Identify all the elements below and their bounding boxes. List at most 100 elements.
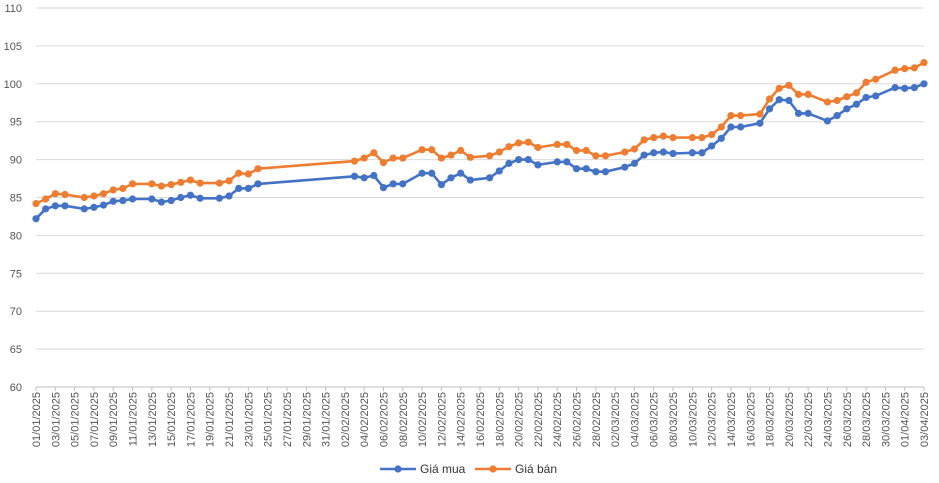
y-tick-label: 100 — [4, 79, 22, 91]
data-point — [524, 138, 532, 146]
y-tick-label: 90 — [10, 155, 22, 167]
data-point — [659, 132, 667, 140]
data-point — [688, 149, 696, 157]
data-point — [51, 202, 59, 210]
data-point — [42, 195, 50, 203]
data-point — [708, 130, 716, 139]
data-point — [601, 168, 610, 176]
data-point — [843, 93, 851, 101]
legend-label: Giá mua — [420, 462, 466, 476]
data-point — [572, 165, 581, 173]
data-point — [524, 156, 532, 164]
data-point — [80, 193, 88, 202]
data-point — [717, 123, 725, 131]
y-tick-label: 85 — [10, 193, 22, 205]
x-tick-label: 16/03/2025 — [745, 392, 757, 447]
legend-label: Giá bán — [515, 462, 557, 476]
x-tick-label: 22/03/2025 — [803, 392, 815, 447]
data-point — [563, 140, 571, 149]
x-tick-label: 07/01/2025 — [89, 392, 101, 447]
data-point — [61, 190, 69, 199]
y-tick-label: 105 — [4, 41, 22, 53]
x-tick-label: 03/01/2025 — [50, 392, 62, 447]
data-point — [360, 154, 368, 162]
x-tick-label: 27/01/2025 — [282, 392, 294, 447]
x-tick-label: 20/03/2025 — [784, 392, 796, 447]
data-point — [794, 90, 803, 99]
x-tick-label: 10/03/2025 — [687, 392, 699, 447]
data-point — [148, 180, 156, 188]
data-point — [901, 65, 909, 73]
x-tick-label: 28/02/2025 — [591, 392, 603, 447]
x-tick-label: 12/03/2025 — [707, 392, 719, 447]
data-point — [51, 190, 59, 198]
data-point — [32, 215, 40, 223]
x-tick-label: 18/02/2025 — [494, 392, 506, 447]
data-point — [669, 149, 677, 158]
x-tick-label: 05/01/2025 — [70, 392, 82, 447]
data-point — [891, 83, 899, 92]
x-tick-label: 09/01/2025 — [108, 392, 120, 447]
data-point — [804, 90, 812, 99]
data-point — [457, 146, 465, 155]
data-point — [177, 178, 185, 186]
data-point — [852, 100, 861, 108]
legend-marker — [394, 465, 402, 473]
data-point — [350, 172, 359, 180]
data-point — [601, 152, 610, 160]
x-tick-label: 06/02/2025 — [378, 392, 390, 447]
data-point — [157, 182, 166, 190]
data-point — [717, 134, 725, 142]
data-point — [466, 176, 474, 184]
y-tick-label: 95 — [10, 117, 22, 129]
data-point — [688, 134, 696, 142]
data-point — [659, 148, 667, 156]
x-tick-label: 14/03/2025 — [726, 392, 738, 447]
data-point — [186, 191, 195, 199]
data-point — [765, 95, 774, 103]
data-point — [592, 168, 600, 176]
data-point — [177, 193, 185, 202]
y-tick-label: 60 — [10, 382, 22, 394]
data-point — [370, 171, 378, 180]
data-point — [765, 105, 774, 113]
x-axis: 01/01/2025 03/01/2025 05/01/2025 07/01/2025… — [31, 386, 931, 447]
y-tick-label: 110 — [4, 3, 22, 15]
data-point — [418, 146, 426, 154]
x-tick-label: 13/01/2025 — [147, 392, 159, 447]
data-point — [891, 66, 899, 74]
x-tick-label: 16/02/2025 — [475, 392, 487, 447]
data-point — [775, 84, 783, 92]
data-point — [225, 192, 233, 200]
data-point — [669, 134, 677, 142]
data-point — [447, 174, 455, 182]
series-gia-ban — [32, 58, 928, 208]
x-tick-label: 18/03/2025 — [765, 392, 777, 447]
data-point — [486, 152, 494, 160]
x-tick-label: 12/02/2025 — [436, 392, 448, 447]
data-point — [447, 151, 455, 159]
data-point — [370, 149, 378, 157]
data-point — [61, 202, 69, 210]
data-point — [823, 117, 832, 125]
data-point — [235, 184, 243, 193]
data-point — [215, 194, 223, 202]
x-tick-label: 02/03/2025 — [610, 392, 622, 447]
gridlines — [36, 7, 924, 350]
data-point — [582, 146, 590, 155]
data-point — [225, 177, 233, 185]
data-point — [99, 201, 108, 209]
data-point — [698, 149, 706, 157]
x-tick-label: 03/04/2025 — [919, 392, 931, 447]
data-point — [399, 154, 407, 162]
data-point — [852, 89, 861, 97]
data-point — [833, 96, 841, 105]
data-point — [901, 84, 909, 92]
y-axis: 60 65 70 75 80 85 90 95 100 105 110 — [4, 3, 22, 394]
x-tick-label: 19/01/2025 — [205, 392, 217, 447]
data-point — [553, 158, 561, 166]
data-point — [157, 198, 166, 206]
x-tick-label: 04/03/2025 — [629, 392, 641, 447]
data-point — [399, 180, 407, 188]
data-point — [389, 154, 397, 162]
